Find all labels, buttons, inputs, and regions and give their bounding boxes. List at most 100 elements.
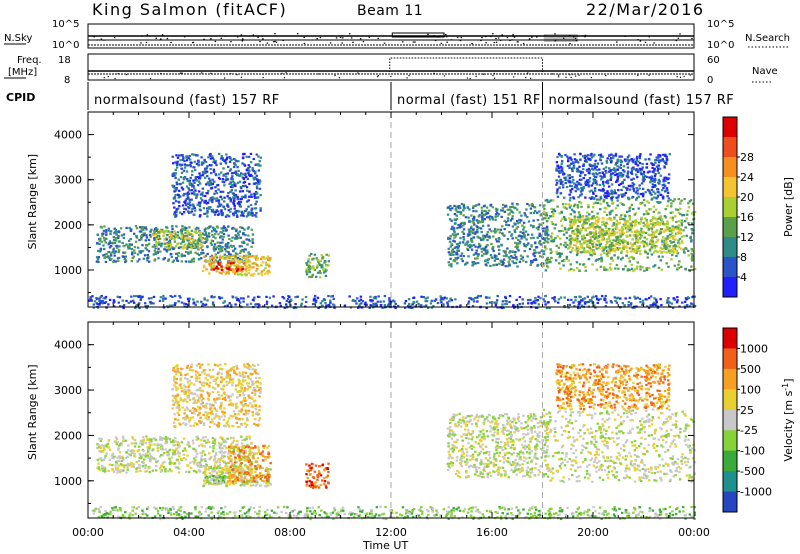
data-cell	[120, 234, 124, 237]
data-cell	[609, 157, 613, 160]
data-cell	[604, 243, 608, 247]
data-cell	[606, 182, 610, 185]
data-cell	[515, 255, 518, 259]
data-cell	[687, 254, 690, 257]
data-cell	[99, 237, 102, 240]
data-cell	[197, 190, 201, 193]
data-cell	[137, 445, 141, 448]
data-cell	[591, 243, 594, 246]
data-cell	[251, 167, 254, 170]
data-cell	[605, 301, 608, 304]
data-cell	[454, 253, 458, 256]
data-cell	[571, 230, 574, 233]
data-cell	[240, 454, 243, 458]
data-cell	[541, 237, 544, 240]
data-cell	[169, 235, 173, 238]
data-cell	[186, 233, 190, 236]
data-cell	[372, 302, 375, 305]
data-cell	[616, 168, 619, 171]
data-cell	[206, 181, 210, 184]
data-cell	[673, 198, 676, 201]
data-cell	[577, 188, 580, 191]
data-cell	[177, 467, 181, 470]
data-cell	[464, 263, 467, 266]
data-cell	[245, 257, 248, 261]
data-cell	[591, 296, 594, 299]
data-cell	[666, 191, 670, 194]
data-cell	[595, 165, 599, 168]
data-cell	[182, 156, 185, 159]
data-cell	[281, 295, 284, 299]
data-cell	[170, 236, 174, 239]
data-cell	[608, 170, 611, 173]
data-cell	[544, 248, 548, 251]
data-cell	[217, 176, 221, 179]
data-cell	[617, 240, 620, 244]
data-cell	[471, 220, 475, 223]
data-cell	[630, 224, 634, 227]
data-cell	[642, 224, 646, 228]
data-cell	[475, 219, 479, 222]
data-cell	[206, 174, 209, 178]
data-cell	[540, 235, 543, 238]
data-cell	[610, 230, 614, 233]
data-cell	[664, 179, 667, 182]
data-cell	[681, 301, 684, 304]
data-cell	[132, 301, 136, 304]
data-cell	[549, 215, 552, 218]
data-cell	[324, 274, 328, 278]
data-cell	[543, 300, 547, 303]
data-cell	[564, 176, 568, 179]
data-cell	[674, 243, 677, 247]
freq-sample	[590, 76, 593, 79]
data-cell	[483, 248, 486, 251]
data-cell	[659, 246, 663, 249]
data-cell	[560, 224, 564, 227]
data-cell	[316, 264, 319, 267]
data-cell	[610, 197, 613, 200]
data-cell	[582, 176, 585, 180]
data-cell	[114, 237, 118, 240]
data-cell	[104, 297, 107, 300]
data-cell	[194, 189, 197, 192]
data-cell	[494, 257, 498, 260]
data-cell	[495, 240, 499, 243]
data-cell	[532, 253, 535, 256]
data-cell	[649, 247, 653, 250]
data-cell	[203, 212, 206, 216]
data-cell	[565, 185, 569, 189]
data-cell	[226, 214, 229, 217]
data-cell	[449, 245, 453, 248]
data-cell	[105, 445, 108, 448]
data-cell	[205, 240, 208, 243]
data-cell	[653, 184, 656, 187]
data-cell	[609, 218, 612, 222]
freq-sample	[466, 77, 469, 79]
data-cell	[637, 195, 640, 198]
data-cell	[118, 245, 121, 248]
data-cell	[455, 258, 458, 261]
data-cell	[211, 156, 214, 160]
data-cell	[202, 162, 205, 165]
nsky-sample	[401, 41, 404, 43]
data-cell	[673, 235, 676, 238]
data-cell	[610, 256, 614, 259]
data-cell	[153, 249, 157, 252]
data-cell	[285, 299, 289, 303]
data-cell	[436, 301, 440, 305]
data-cell	[511, 215, 514, 218]
data-cell	[186, 179, 189, 183]
data-cell	[424, 297, 427, 300]
data-cell	[555, 168, 558, 171]
data-cell	[218, 204, 222, 208]
data-cell	[620, 175, 623, 178]
data-cell	[582, 168, 585, 171]
data-cell	[665, 237, 669, 240]
data-cell	[525, 208, 528, 211]
data-cell	[121, 457, 125, 460]
data-cell	[556, 205, 559, 208]
data-cell	[650, 227, 654, 230]
data-cell	[533, 248, 536, 252]
data-cell	[219, 261, 222, 264]
data-cell	[466, 240, 470, 243]
